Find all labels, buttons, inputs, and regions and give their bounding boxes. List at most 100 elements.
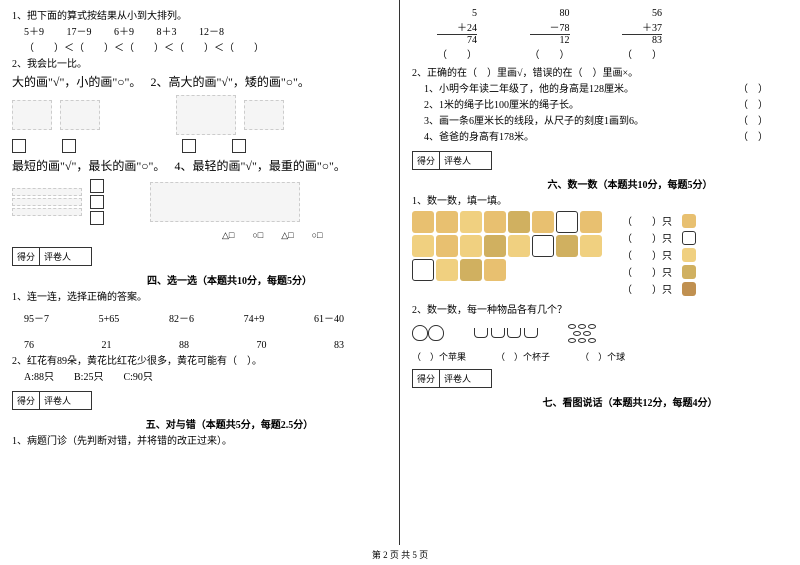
paren[interactable]: （ xyxy=(622,230,642,245)
grader-label: 评卷人 xyxy=(40,392,75,409)
duck-icon xyxy=(682,248,696,262)
section-5-title: 五、对与错（本题共5分，每题2.5分） xyxy=(72,416,387,431)
val: 76 xyxy=(24,339,34,353)
expr: 17－9 xyxy=(67,27,92,38)
rope-image xyxy=(12,198,82,206)
math-top: 56 xyxy=(622,8,662,19)
math-top: 80 xyxy=(530,8,570,19)
score-label: 得分 xyxy=(13,392,40,409)
score-box: 得分 评卷人 xyxy=(12,247,92,266)
expr: 5＋9 xyxy=(24,27,44,38)
section-4-title: 四、选一选（本题共10分，每题5分） xyxy=(72,272,387,287)
answer-box[interactable] xyxy=(90,195,104,209)
animal-icon xyxy=(532,211,554,233)
math-paren: （ ） xyxy=(437,46,477,61)
ball-icon xyxy=(578,324,586,329)
sub4: 4、最轻的画"√"，最重的画"○"。 xyxy=(174,159,345,173)
ball-icon xyxy=(583,331,591,336)
answer-box[interactable] xyxy=(90,211,104,225)
ball-icon xyxy=(578,338,586,343)
answer-box[interactable] xyxy=(232,139,246,153)
val: 70 xyxy=(257,339,267,353)
q2-sub-row: 大的画"√"，小的画"○"。 2、高大的画"√"，矮的画"○"。 xyxy=(12,74,387,91)
animal-icon xyxy=(508,235,530,257)
count-answers: （ ）只 （ ）只 （ ）只 （ ）只 （ ）只 xyxy=(622,211,696,298)
answer-box[interactable] xyxy=(12,139,26,153)
right-column: 5 ＋24 74 （ ） 80 －78 12 （ ） 56 ＋37 83 （ ）… xyxy=(400,0,800,545)
paren[interactable]: （ xyxy=(622,264,642,279)
animal-icon xyxy=(484,259,506,281)
tiger-image xyxy=(176,95,236,135)
apple-icon xyxy=(428,325,444,341)
r-q2-item: 3、画一条6厘米长的线段，从尺子的刻度1画到6。（ ） xyxy=(424,115,788,129)
rope-image xyxy=(12,208,82,216)
math-top: 5 xyxy=(437,8,477,19)
cup-icon xyxy=(524,328,538,338)
sub1: 大的画"√"，小的画"○"。 xyxy=(12,75,135,89)
label: （ ）个苹果 xyxy=(412,350,466,363)
r-q2-item: 4、爸爸的身高有178米。（ ） xyxy=(424,131,788,145)
paren[interactable]: （ xyxy=(622,281,642,296)
apples xyxy=(412,325,444,344)
paren[interactable]: （ ） xyxy=(738,131,768,145)
image-row-2 xyxy=(12,179,387,225)
val: 74+9 xyxy=(244,313,265,327)
math-op: ＋24 xyxy=(437,19,477,35)
s6-q1: 1、数一数，填一填。 xyxy=(412,195,788,209)
math-ans: 12 xyxy=(530,35,570,46)
answer-box[interactable] xyxy=(62,139,76,153)
s4-row2: 76 21 88 70 83 xyxy=(24,339,344,353)
r-q2-item: 1、小明今年读二年级了，他的身高是128厘米。（ ） xyxy=(424,83,788,97)
animal-icon xyxy=(460,211,482,233)
s6-q2: 2、数一数，每一种物品各有几个？ xyxy=(412,304,788,318)
animal-icon xyxy=(460,235,482,257)
animal-icon xyxy=(436,235,458,257)
paren[interactable]: （ ） xyxy=(738,115,768,129)
val: 88 xyxy=(179,339,189,353)
animal-count-area: （ ）只 （ ）只 （ ）只 （ ）只 （ ）只 xyxy=(412,211,788,298)
ball-icon xyxy=(573,331,581,336)
r-q2-item: 2、1米的绳子比100厘米的绳子长。（ ） xyxy=(424,99,788,113)
math-paren: （ ） xyxy=(622,46,662,61)
panda-icon xyxy=(682,231,696,245)
math-paren: （ ） xyxy=(530,46,570,61)
animal-icon xyxy=(484,235,506,257)
math-problem: 56 ＋37 83 （ ） xyxy=(622,8,662,61)
cups xyxy=(474,328,538,341)
score-label: 得分 xyxy=(13,248,40,265)
rooster-icon xyxy=(682,265,696,279)
sub2: 2、高大的画"√"，矮的画"○"。 xyxy=(150,75,309,89)
paren[interactable]: （ ） xyxy=(738,83,768,97)
cup-icon xyxy=(474,328,488,338)
s5-q1: 1、病题门诊（先判断对错，并将错的改正过来）。 xyxy=(12,435,387,449)
fan-image xyxy=(12,100,52,130)
animal-icon xyxy=(556,211,578,233)
math-op: ＋37 xyxy=(622,19,662,35)
val: 95－7 xyxy=(24,313,49,327)
animal-icon xyxy=(436,259,458,281)
answer-box[interactable] xyxy=(90,179,104,193)
q2-text: 2、我会比一比。 xyxy=(12,58,387,72)
s4-row1: 95－7 5+65 82－6 74+9 61－40 xyxy=(24,313,344,327)
score-box: 得分 评卷人 xyxy=(412,151,492,170)
apple-icon xyxy=(412,325,428,341)
balls xyxy=(568,324,598,344)
fan-image xyxy=(60,100,100,130)
math-ans: 83 xyxy=(622,35,662,46)
paren[interactable]: （ xyxy=(622,213,642,228)
animal-icon xyxy=(532,235,554,257)
s4-q2: 2、红花有89朵，黄花比红花少很多，黄花可能有（ ）。 xyxy=(12,355,387,369)
label: （ ）个球 xyxy=(580,350,625,363)
r-q2: 2、正确的在（ ）里画√，错误的在（ ）里画×。 xyxy=(412,67,788,81)
section-7-title: 七、看图说话（本题共12分，每题4分） xyxy=(472,394,788,409)
paren[interactable]: （ xyxy=(622,247,642,262)
label: （ ）个杯子 xyxy=(496,350,550,363)
math-problems: 5 ＋24 74 （ ） 80 －78 12 （ ） 56 ＋37 83 （ ） xyxy=(412,8,788,61)
s4-q1: 1、连一连，选择正确的答案。 xyxy=(12,291,387,305)
paren[interactable]: （ ） xyxy=(738,99,768,113)
animal-grid xyxy=(412,211,612,281)
answer-box[interactable] xyxy=(182,139,196,153)
ball-icon xyxy=(568,338,576,343)
val: 21 xyxy=(102,339,112,353)
shapes-row xyxy=(412,324,788,344)
